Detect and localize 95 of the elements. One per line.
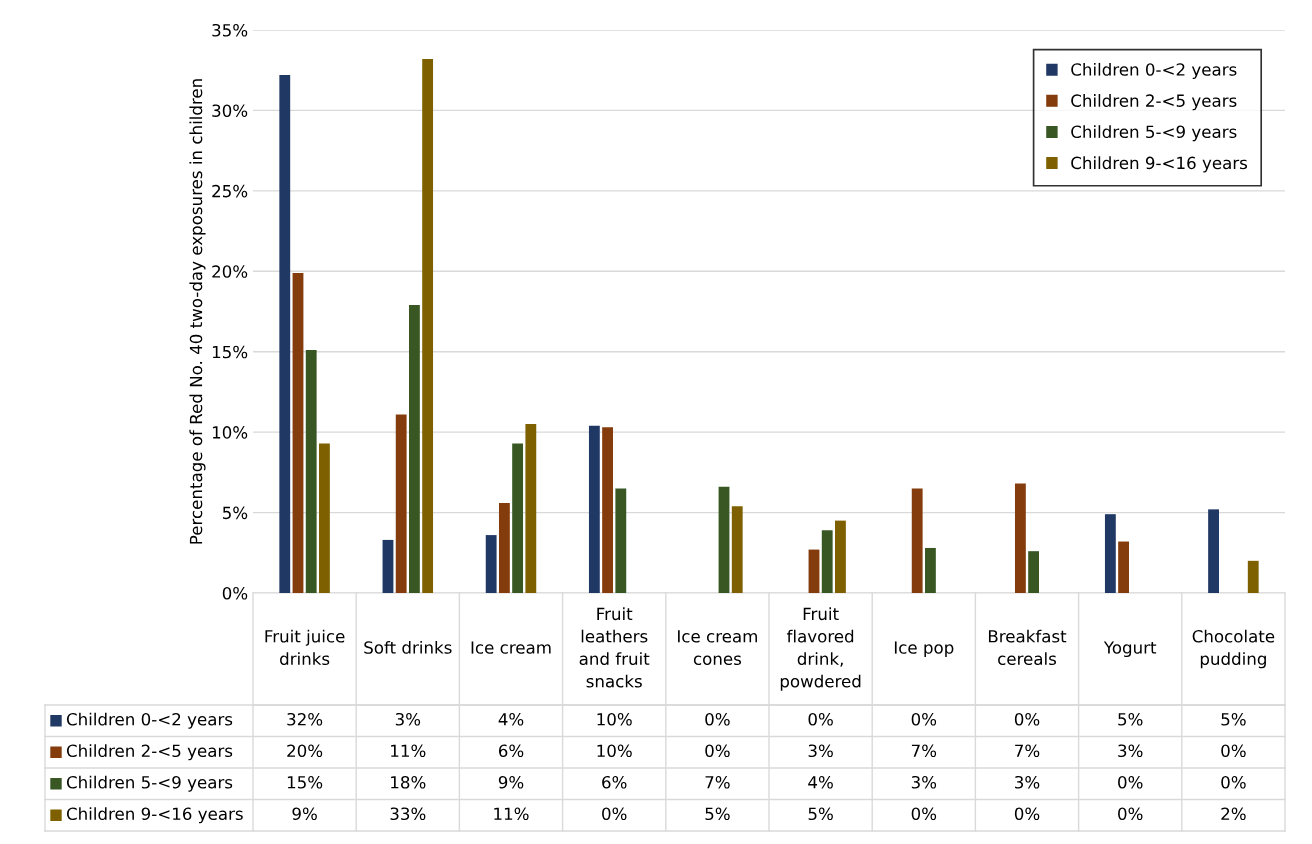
legend-label: Children 9-<16 years: [1071, 156, 1248, 173]
legend-label: Children 2-<5 years: [1071, 94, 1237, 111]
bar: [615, 488, 627, 593]
bar: [588, 425, 600, 593]
text: Children 0-<2 years: [66, 712, 233, 729]
data-label: 2%: [1221, 807, 1246, 821]
data-label: 0%: [1014, 712, 1040, 726]
bar: [1118, 541, 1130, 593]
y-tick-label: 20%: [212, 265, 248, 278]
y-tick-label: 25%: [212, 184, 248, 198]
bar: [1014, 483, 1026, 593]
data-label: 3%: [911, 775, 937, 789]
bar: [512, 443, 524, 593]
x-tick-label: Soft drinks: [364, 640, 452, 654]
data-label: 0%: [1118, 775, 1143, 789]
x-tick-label: Yogurt: [1103, 641, 1157, 658]
bar: [279, 75, 291, 593]
x-tick-label: Fruit leathers and fruit snacks: [579, 607, 650, 688]
y-tick-label: 10%: [212, 426, 248, 439]
data-label: 0%: [808, 712, 833, 726]
bar: [525, 424, 537, 593]
data-label: 5%: [1118, 712, 1143, 726]
data-label: 0%: [911, 807, 937, 821]
data-label: 0%: [602, 807, 627, 821]
y-tick-label: 35%: [212, 23, 248, 37]
y-tick-label: 15%: [212, 345, 248, 359]
bar: [292, 272, 304, 593]
data-label: 4%: [498, 712, 524, 726]
bar: [1208, 509, 1219, 593]
bar: [498, 502, 510, 593]
data-label: 10%: [597, 712, 632, 726]
bar: [718, 486, 730, 593]
x-tick-label: Ice pop: [894, 641, 954, 658]
data-label: 11%: [494, 807, 529, 821]
text: Children 2-<5 years: [66, 744, 233, 761]
data-label: 0%: [1014, 807, 1040, 821]
data-label: 6%: [498, 744, 524, 758]
data-label: 3%: [808, 744, 833, 758]
bar: [408, 305, 420, 593]
data-label: 0%: [1221, 744, 1246, 758]
x-tick-label: Ice cream cones: [678, 630, 757, 666]
legend-label: Children 0-<2 years: [1071, 62, 1237, 80]
data-label: 7%: [705, 775, 730, 789]
bar: [911, 488, 923, 593]
data-label: 15%: [287, 775, 323, 789]
text: Children 9-<16 years: [66, 807, 243, 824]
bar: [835, 520, 846, 593]
data-label: 7%: [911, 744, 937, 758]
bar: [382, 539, 394, 593]
data-label: 32%: [287, 712, 323, 726]
bar: [1247, 560, 1259, 593]
bar: [808, 549, 820, 593]
bar: [1028, 551, 1040, 593]
bar: [485, 535, 497, 593]
y-axis-title: Percentage of Red No. 40 two-day exposures in children: [189, 79, 206, 544]
data-label: 3%: [1118, 744, 1143, 758]
bar: [395, 414, 407, 593]
data-label: 0%: [705, 712, 730, 726]
y-tick-label: 30%: [212, 104, 248, 117]
x-tick-label: Ice cream: [471, 641, 551, 654]
bar: [924, 547, 936, 593]
data-label: 3%: [1015, 775, 1040, 789]
x-tick-label: Chocolate pudding: [1192, 629, 1275, 669]
data-label: 10%: [597, 744, 632, 758]
data-label: 3%: [395, 712, 421, 726]
data-label: 20%: [287, 744, 323, 758]
bar: [319, 443, 330, 593]
data-label: 5%: [1221, 712, 1246, 726]
data-label: 0%: [911, 712, 937, 726]
bar: [821, 530, 833, 593]
data-label: 5%: [705, 807, 730, 821]
data-label: 18%: [391, 775, 426, 789]
data-label: 11%: [391, 744, 426, 758]
bar: [602, 427, 614, 593]
legend-label: Children 5-<9 years: [1071, 125, 1237, 142]
x-tick-label: Fruit flavored drink, powdered: [780, 607, 861, 691]
data-label: 7%: [1015, 744, 1040, 758]
data-label: 33%: [390, 807, 426, 821]
y-tick-label: 0%: [222, 586, 248, 600]
text: Children 5-<9 years: [66, 775, 233, 792]
data-label: 6%: [602, 775, 627, 789]
data-label: 5%: [808, 807, 833, 821]
data-label: 0%: [1221, 775, 1246, 789]
bar: [305, 350, 317, 593]
bar: [422, 58, 434, 593]
data-label: 0%: [705, 744, 730, 758]
x-tick-label: Fruit juice drinks: [265, 629, 345, 666]
data-label: 9%: [498, 775, 524, 789]
data-label: 4%: [808, 775, 833, 789]
x-tick-label: Breakfast cereals: [988, 629, 1067, 666]
bar: [1104, 514, 1116, 593]
data-label: 0%: [1118, 807, 1143, 821]
data-label: 9%: [292, 807, 317, 821]
bar: [731, 506, 743, 593]
y-tick-label: 5%: [222, 506, 248, 520]
